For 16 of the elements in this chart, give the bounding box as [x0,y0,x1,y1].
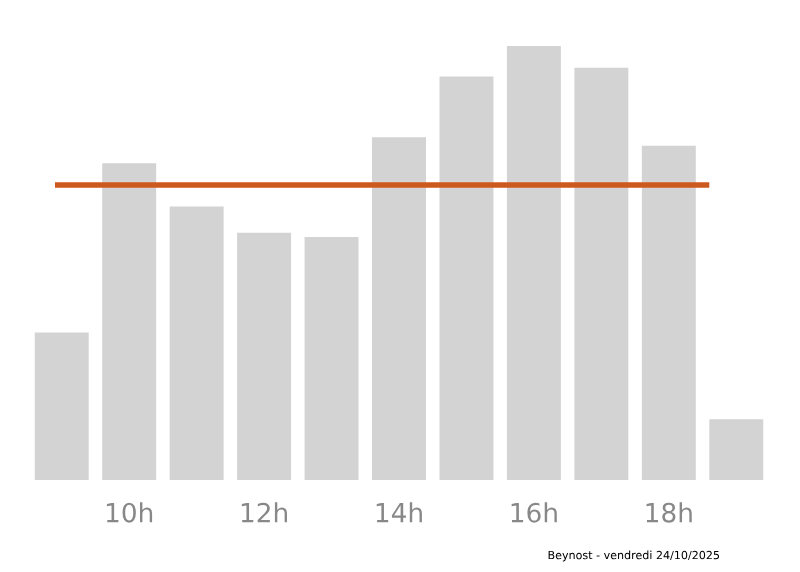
bar [102,163,157,480]
bar [34,332,89,480]
bar [709,419,764,480]
bar [574,67,629,480]
bar [372,137,426,480]
x-tick-label: 10h [106,502,153,523]
bar [304,236,359,480]
bar [641,145,696,480]
bar [237,232,292,480]
bar [439,76,494,480]
x-tick-label: 16h [511,502,557,523]
x-tick-label: 18h [646,502,692,523]
x-tick-label: 14h [376,502,422,523]
x-tick-label: 12h [241,502,287,523]
bar [506,46,561,480]
bar [169,206,224,480]
